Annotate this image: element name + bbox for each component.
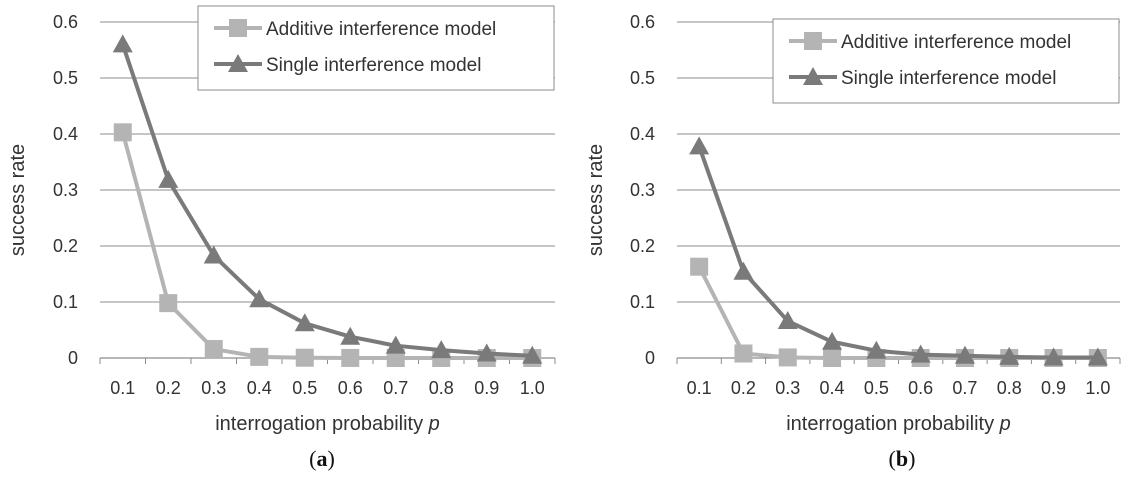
x-tick-label: 0.2	[731, 378, 756, 398]
x-tick-label: 0.9	[1041, 378, 1066, 398]
chart-panel-a: 0 0.1 0.2 0.3 0.4 0.5 0.6 0.1 0.2 0.3 0.4 0.5 0.6 0.7…	[7, 5, 556, 471]
y-tick-label: 0.3	[630, 180, 655, 200]
series-line-single	[697, 145, 1098, 360]
data-point-additive	[204, 340, 223, 359]
data-point-single	[866, 340, 887, 359]
y-tick-label: 0.4	[630, 124, 655, 144]
x-tick-label: 0.9	[474, 378, 499, 398]
x-axis-title: interrogation probability p	[215, 413, 440, 435]
data-point-single	[822, 331, 843, 350]
data-point-additive	[113, 123, 132, 142]
legend-box	[772, 18, 1120, 104]
data-point-single	[733, 261, 754, 280]
data-point-single	[777, 311, 798, 330]
data-point-additive	[341, 348, 360, 367]
x-tick-label: 0.6	[908, 378, 933, 398]
data-point-single	[340, 326, 361, 345]
legend: Additive interference model Single interf…	[772, 18, 1120, 104]
y-tick-label: 0.3	[53, 180, 78, 200]
x-tick-label: 0.1	[110, 378, 135, 398]
data-point-single	[431, 340, 452, 359]
data-point-additive	[778, 348, 797, 367]
data-point-single	[158, 169, 179, 188]
data-point-single	[954, 345, 975, 364]
data-point-additive	[159, 294, 178, 313]
y-tick-label: 0.6	[630, 12, 655, 32]
y-axis-title: success rate	[585, 144, 607, 256]
x-tick-label: 0.7	[383, 378, 408, 398]
x-tick-label: 0.5	[864, 378, 889, 398]
series-line-additive	[697, 265, 1098, 360]
data-point-single	[294, 313, 315, 332]
data-point-single	[249, 289, 270, 308]
x-tick-label: 0.4	[247, 378, 272, 398]
x-tick-label: 0.8	[429, 378, 454, 398]
legend-marker-square	[804, 32, 822, 50]
data-point-single	[999, 346, 1020, 365]
x-tick-label: 0.1	[687, 378, 712, 398]
legend-label: Additive interference model	[841, 32, 1071, 53]
x-tick-label: 0.7	[952, 378, 977, 398]
data-point-single	[1087, 347, 1108, 366]
x-tick-label: 0.8	[997, 378, 1022, 398]
y-tick-label: 0.6	[53, 12, 78, 32]
x-tick-label: 0.3	[775, 378, 800, 398]
legend-marker-triangle	[803, 67, 823, 85]
legend: Additive interference model Single interf…	[197, 5, 555, 91]
data-point-single	[476, 343, 497, 362]
y-tick-label: 0	[68, 348, 78, 368]
y-tick-label: 0.5	[53, 68, 78, 88]
data-point-single	[1043, 347, 1064, 366]
legend-label: Single interference model	[266, 55, 481, 76]
legend-marker-square	[229, 19, 247, 37]
data-point-additive	[690, 257, 709, 276]
x-tick-label: 0.3	[201, 378, 226, 398]
x-tick-label: 1.0	[1085, 378, 1110, 398]
data-point-single	[910, 344, 931, 363]
legend-marker-triangle	[228, 54, 248, 72]
x-tick-label: 0.2	[156, 378, 181, 398]
y-tick-label: 0.5	[630, 68, 655, 88]
y-tick-label: 0.4	[53, 124, 78, 144]
y-tick-label: 0.2	[630, 236, 655, 256]
panel-caption: (b)	[889, 446, 916, 471]
series-line-single	[120, 43, 533, 358]
y-tick-label: 0.1	[53, 292, 78, 312]
data-point-additive	[823, 349, 842, 367]
x-tick-label: 0.4	[820, 378, 845, 398]
x-tick-label: 0.6	[338, 378, 363, 398]
x-tick-label: 1.0	[520, 378, 545, 398]
series-line-additive	[120, 131, 533, 360]
data-point-additive	[734, 344, 753, 363]
data-point-additive	[250, 347, 269, 366]
panel-caption: (a)	[309, 446, 335, 471]
y-tick-label: 0.1	[630, 292, 655, 312]
legend-label: Additive interference model	[266, 19, 496, 40]
y-tick-label: 0.2	[53, 236, 78, 256]
y-tick-label: 0	[645, 348, 655, 368]
data-point-single	[522, 345, 543, 364]
data-point-single	[203, 245, 224, 264]
x-axis-title: interrogation probability p	[786, 413, 1011, 435]
y-axis-title: success rate	[7, 144, 29, 256]
data-point-single	[689, 136, 710, 155]
legend-label: Single interference model	[841, 68, 1056, 89]
chart-panel-b: 0 0.1 0.2 0.3 0.4 0.5 0.6 0.1 0.2 0.3 0.4 0.5 0.6 0.7…	[585, 12, 1121, 471]
legend-box	[197, 5, 555, 91]
data-point-single	[112, 34, 133, 53]
x-tick-label: 0.5	[292, 378, 317, 398]
data-point-additive	[295, 348, 314, 367]
data-point-single	[385, 335, 406, 354]
